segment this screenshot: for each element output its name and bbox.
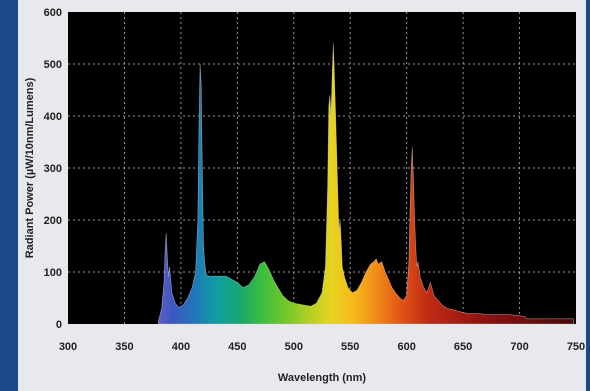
y-tick-label: 0 [56, 319, 62, 331]
y-tick-label: 200 [44, 215, 62, 227]
x-tick-label: 600 [397, 341, 415, 353]
x-tick-label: 350 [115, 341, 133, 353]
y-tick-label: 400 [44, 111, 62, 123]
x-axis-ticks: 300 350 400 450 500 550 600 650 700 750 [59, 341, 585, 353]
plot-area [68, 12, 576, 324]
spectrum-area [158, 43, 574, 325]
y-tick-label: 500 [44, 59, 62, 71]
x-tick-label: 750 [567, 341, 585, 353]
y-tick-label: 600 [44, 7, 62, 19]
x-tick-label: 400 [172, 341, 190, 353]
y-axis-ticks: 0 100 200 300 400 500 600 [44, 7, 62, 331]
x-tick-label: 650 [454, 341, 472, 353]
x-tick-label: 550 [341, 341, 359, 353]
y-tick-label: 100 [44, 267, 62, 279]
x-tick-label: 500 [285, 341, 303, 353]
y-axis-title: Radiant Power (µW/10nm/Lumens) [24, 77, 36, 258]
grid-lines [68, 12, 576, 324]
y-tick-label: 300 [44, 163, 62, 175]
x-axis-title: Wavelength (nm) [278, 372, 367, 384]
x-tick-label: 450 [228, 341, 246, 353]
x-tick-label: 700 [510, 341, 528, 353]
x-tick-label: 300 [59, 341, 77, 353]
